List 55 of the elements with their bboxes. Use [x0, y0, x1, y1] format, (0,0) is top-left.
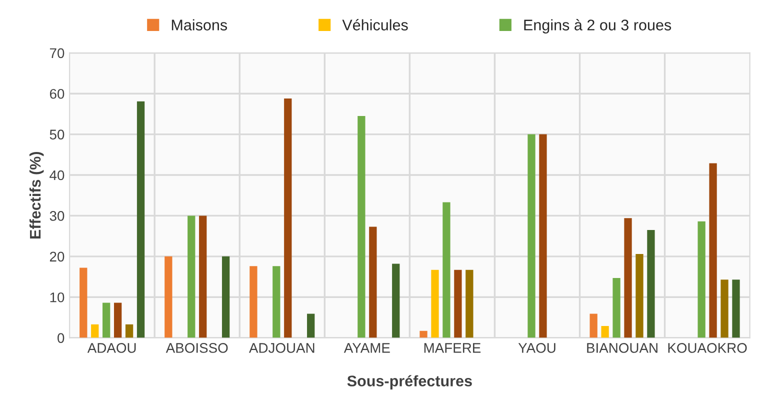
bar [636, 254, 644, 338]
bar [698, 221, 706, 338]
bar [250, 266, 258, 338]
bar [454, 270, 462, 338]
bar [431, 270, 439, 338]
bar [369, 226, 377, 338]
bar [80, 268, 88, 338]
x-tick-label: ADAOU [87, 343, 136, 353]
bar [272, 266, 280, 338]
bar [199, 216, 207, 338]
bar [539, 134, 547, 338]
x-axis-title: Sous-préfectures [347, 375, 472, 390]
y-tick-label: 20 [50, 252, 64, 262]
x-tick-label: MAFERE [424, 343, 481, 353]
x-tick-label: BIANOUAN [587, 343, 658, 353]
y-tick-label: 10 [50, 292, 64, 302]
bar [720, 280, 728, 338]
bar [601, 326, 609, 338]
bar [709, 163, 717, 338]
bar [466, 270, 474, 338]
bar [442, 202, 450, 338]
legend-label: Véhicules [342, 19, 408, 30]
bar [102, 302, 110, 338]
bar [125, 324, 134, 338]
x-tick-label: ABOISSO [166, 343, 228, 353]
bar [222, 256, 230, 338]
x-tick-label: YAOU [518, 343, 556, 353]
bar [612, 278, 620, 338]
y-tick-label: 30 [50, 211, 64, 221]
bar [420, 330, 428, 338]
x-tick-label: KOUAOKRO [668, 343, 747, 353]
bar [732, 280, 740, 338]
y-tick-label: 50 [50, 130, 64, 140]
y-tick-label: 0 [58, 333, 64, 343]
bar [136, 101, 145, 338]
bar [284, 98, 292, 338]
legend-label: Engins à 2 ou 3 roues [524, 19, 672, 34]
x-tick-label: AYAME [344, 343, 390, 353]
bar [91, 324, 99, 338]
bar [114, 302, 122, 338]
bar [392, 264, 400, 338]
bar [307, 314, 315, 338]
y-tick-label: 70 [50, 48, 64, 58]
legend-label: Maisons [172, 19, 228, 30]
x-tick-label: ADJOUAN [248, 343, 314, 353]
y-axis-title: Effectifs (%) [29, 152, 44, 238]
bar [647, 230, 655, 338]
y-tick-label: 60 [50, 88, 64, 99]
bar [590, 314, 598, 338]
bar [358, 116, 366, 338]
bar [624, 218, 632, 338]
y-tick-label: 40 [50, 170, 64, 180]
bar [164, 256, 172, 338]
bar [528, 134, 536, 338]
bar [188, 216, 196, 338]
